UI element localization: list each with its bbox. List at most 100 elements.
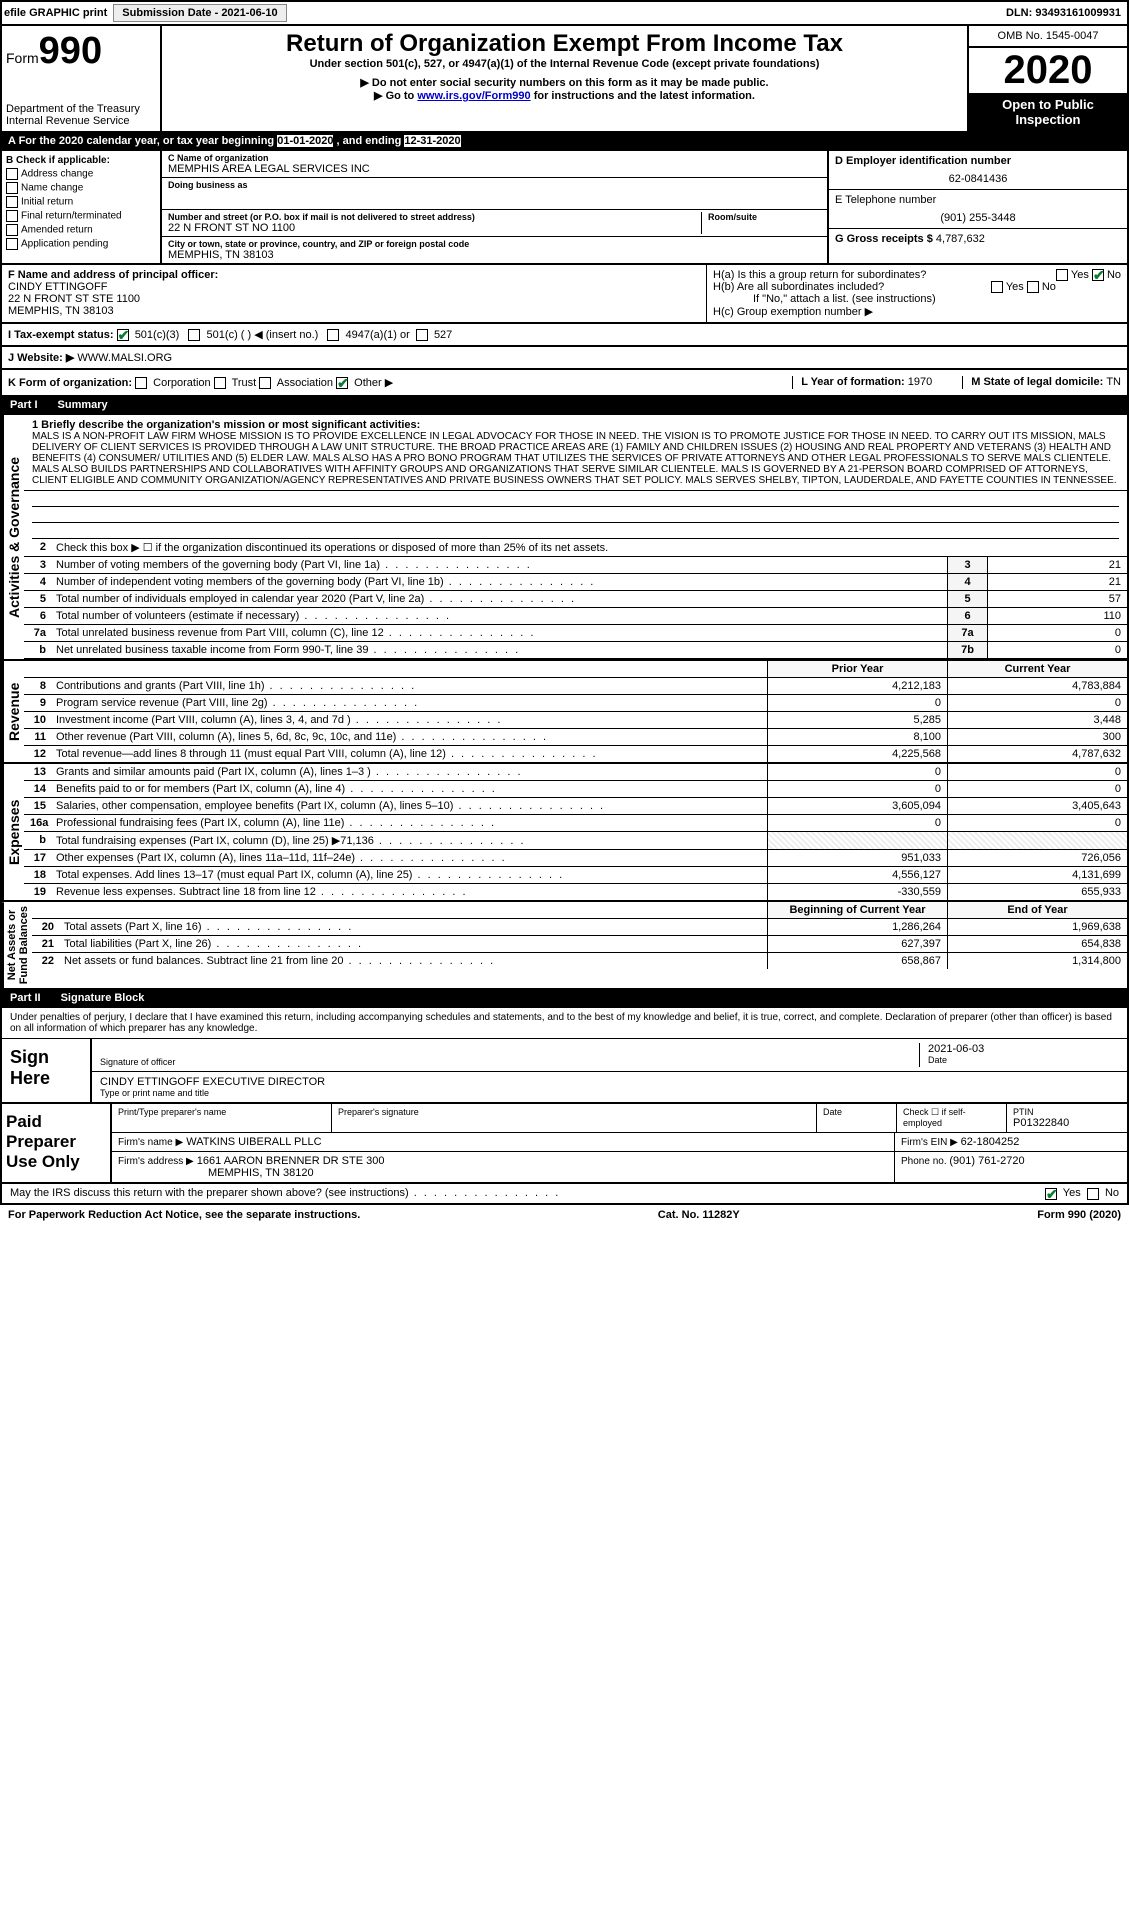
activity-row: 6Total number of volunteers (estimate if… (24, 608, 1127, 625)
ptin: P01322840 (1013, 1117, 1121, 1129)
k-label: K Form of organization: (8, 377, 132, 389)
firm-ein-label: Firm's EIN ▶ (901, 1137, 961, 1148)
dln: DLN: 93493161009931 (1006, 7, 1125, 19)
cb-discuss-yes[interactable] (1045, 1188, 1057, 1200)
row-j: J Website: ▶ WWW.MALSI.ORG (0, 347, 1129, 370)
vert-revenue: Revenue (2, 661, 24, 762)
cb-address-change[interactable]: Address change (6, 168, 156, 180)
subtitle-2: ▶ Do not enter social security numbers o… (170, 76, 959, 89)
hc-label: H(c) Group exemption number ▶ (713, 305, 1121, 318)
part2-header: Part II Signature Block (0, 990, 1129, 1008)
header-left: Form990 Department of the Treasury Inter… (2, 26, 162, 131)
ein: 62-0841436 (835, 173, 1121, 185)
col-c: C Name of organization MEMPHIS AREA LEGA… (162, 151, 827, 263)
efile-label: efile GRAPHIC print (4, 7, 107, 19)
b-title: B Check if applicable: (6, 155, 156, 166)
cb-name-change[interactable]: Name change (6, 182, 156, 194)
dba-label: Doing business as (168, 180, 821, 190)
mission-text: MALS IS A NON-PROFIT LAW FIRM WHOSE MISS… (32, 431, 1119, 486)
expense-row: 17Other expenses (Part IX, column (A), l… (24, 850, 1127, 867)
expense-row: 19Revenue less expenses. Subtract line 1… (24, 884, 1127, 900)
expense-row: 13Grants and similar amounts paid (Part … (24, 764, 1127, 781)
city: MEMPHIS, TN 38103 (168, 249, 821, 261)
activity-row: 4Number of independent voting members of… (24, 574, 1127, 591)
revenue-row: 10Investment income (Part VIII, column (… (24, 712, 1127, 729)
period-pre: A For the 2020 calendar year, or tax yea… (8, 135, 277, 147)
pra-notice: For Paperwork Reduction Act Notice, see … (8, 1209, 360, 1221)
prep-sig-header: Preparer's signature (332, 1104, 817, 1132)
discuss-row: May the IRS discuss this return with the… (0, 1184, 1129, 1204)
prep-date-header: Date (817, 1104, 897, 1132)
activities-section: Activities & Governance 1 Briefly descri… (0, 415, 1129, 661)
gross-receipts: 4,787,632 (936, 233, 985, 245)
period-mid: , and ending (333, 135, 404, 147)
part1-header: Part I Summary (0, 397, 1129, 415)
footer: For Paperwork Reduction Act Notice, see … (0, 1205, 1129, 1225)
gross-label: G Gross receipts $ (835, 233, 936, 245)
submission-button[interactable]: Submission Date - 2021-06-10 (113, 4, 286, 22)
sub3-post: for instructions and the latest informat… (531, 90, 755, 102)
netassets-row: 22Net assets or fund balances. Subtract … (32, 953, 1127, 969)
expense-row: 14Benefits paid to or for members (Part … (24, 781, 1127, 798)
cb-initial-return[interactable]: Initial return (6, 196, 156, 208)
state-domicile: TN (1106, 376, 1121, 388)
f-officer: F Name and address of principal officer:… (2, 265, 707, 322)
vert-netassets: Net Assets or Fund Balances (2, 902, 32, 988)
expense-row: 18Total expenses. Add lines 13–17 (must … (24, 867, 1127, 884)
part2-label: Part II (10, 992, 41, 1004)
sig-date-label: Date (928, 1055, 1119, 1065)
cb-final-return[interactable]: Final return/terminated (6, 210, 156, 222)
firm-addr2: MEMPHIS, TN 38120 (208, 1167, 314, 1179)
subtitle-1: Under section 501(c), 527, or 4947(a)(1)… (170, 58, 959, 70)
m-label: M State of legal domicile: (971, 376, 1106, 388)
ha-label: H(a) Is this a group return for subordin… (713, 269, 926, 281)
vert-expenses: Expenses (2, 764, 24, 900)
cb-501c[interactable] (188, 329, 200, 341)
i-label: I Tax-exempt status: (8, 329, 114, 341)
part1-label: Part I (10, 399, 38, 411)
subtitle-3: ▶ Go to www.irs.gov/Form990 for instruct… (170, 89, 959, 102)
activity-row: 3Number of voting members of the governi… (24, 557, 1127, 574)
revenue-row: 11Other revenue (Part VIII, column (A), … (24, 729, 1127, 746)
cb-application-pending[interactable]: Application pending (6, 238, 156, 250)
vert-activities: Activities & Governance (2, 415, 24, 659)
street-label: Number and street (or P.O. box if mail i… (168, 212, 701, 222)
cb-527[interactable] (416, 329, 428, 341)
sub3-pre: ▶ Go to (374, 90, 417, 102)
tax-year: 2020 (969, 48, 1127, 93)
signature-block: Under penalties of perjury, I declare th… (0, 1008, 1129, 1104)
form-label: Form (6, 50, 39, 66)
hb-label: H(b) Are all subordinates included? (713, 281, 884, 293)
part2-title: Signature Block (61, 992, 145, 1004)
ptin-label: PTIN (1013, 1107, 1121, 1117)
col-de: D Employer identification number 62-0841… (827, 151, 1127, 263)
paid-label: Paid Preparer Use Only (2, 1104, 112, 1182)
cb-amended-return[interactable]: Amended return (6, 224, 156, 236)
cb-discuss-no[interactable] (1087, 1188, 1099, 1200)
officer-addr1: 22 N FRONT ST STE 1100 (8, 293, 700, 305)
city-label: City or town, state or province, country… (168, 239, 821, 249)
discuss-text: May the IRS discuss this return with the… (10, 1187, 560, 1199)
officer-name: CINDY ETTINGOFF (8, 281, 700, 293)
firm-phone-label: Phone no. (901, 1156, 949, 1167)
revenue-row: 8Contributions and grants (Part VIII, li… (24, 678, 1127, 695)
expenses-section: Expenses 13Grants and similar amounts pa… (0, 764, 1129, 902)
sig-officer-label: Signature of officer (100, 1057, 919, 1067)
firm-phone: (901) 761-2720 (949, 1155, 1024, 1167)
sig-name-label: Type or print name and title (100, 1088, 1119, 1098)
sig-name: CINDY ETTINGOFF EXECUTIVE DIRECTOR (100, 1076, 1119, 1088)
cb-501c3[interactable] (117, 329, 129, 341)
netassets-row: 20Total assets (Part X, line 16)1,286,26… (32, 919, 1127, 936)
current-year-header: Current Year (947, 661, 1127, 677)
phone: (901) 255-3448 (835, 212, 1121, 224)
cb-4947[interactable] (327, 329, 339, 341)
prior-year-header: Prior Year (767, 661, 947, 677)
activity-row: 2Check this box ▶ ☐ if the organization … (24, 539, 1127, 557)
dept: Department of the Treasury Internal Reve… (6, 103, 156, 127)
instructions-link[interactable]: www.irs.gov/Form990 (417, 90, 530, 102)
website: WWW.MALSI.ORG (74, 352, 172, 364)
revenue-row: 12Total revenue—add lines 8 through 11 (… (24, 746, 1127, 762)
room-label: Room/suite (708, 212, 821, 222)
boy-header: Beginning of Current Year (767, 902, 947, 918)
eoy-header: End of Year (947, 902, 1127, 918)
